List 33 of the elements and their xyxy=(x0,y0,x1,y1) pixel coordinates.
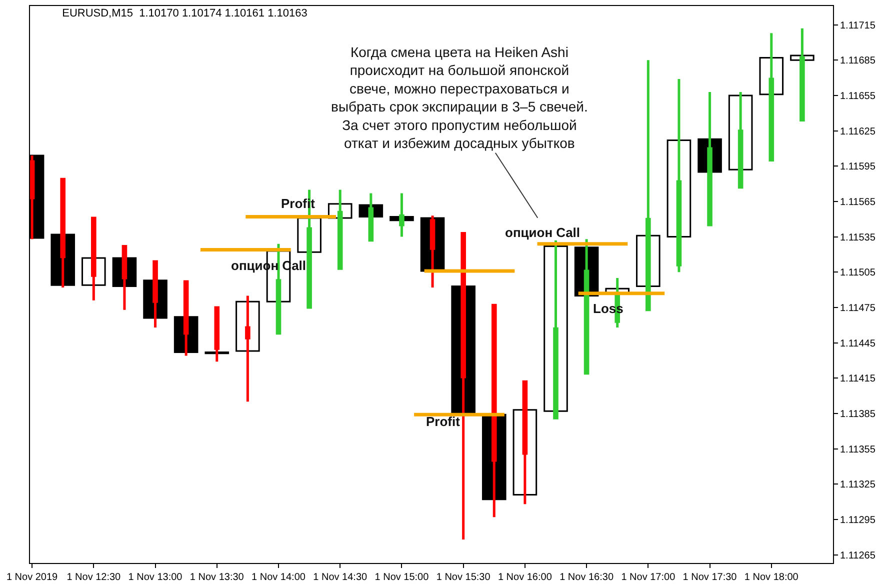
x-tick-label: 1 Nov 14:30 xyxy=(313,572,368,583)
y-tick-label: 1.11475 xyxy=(840,302,876,314)
x-tick-label: 1 Nov 15:00 xyxy=(374,572,430,583)
annotation: Когда смена цвета на Heiken Ashi происходит на большой японской свече, можно перестраховаться и выбрать срок экспирации в 3–5 свечей. За счет этого пропустим небольшой откат и избежим досадных убытков xyxy=(331,44,588,151)
y-tick-label: 1.11385 xyxy=(840,408,876,420)
y-tick-label: 1.11655 xyxy=(840,91,876,102)
chart-title: EURUSD,M15 1.10170 1.10174 1.10161 1.10163 xyxy=(62,7,308,20)
x-tick-label: 1 Nov 12:30 xyxy=(66,572,122,583)
x-tick-label: 1 Nov 14:00 xyxy=(252,572,306,583)
y-tick-label: 1.11595 xyxy=(840,162,876,173)
x-tick-label: 1 Nov 17:00 xyxy=(621,572,676,583)
y-tick-label: 1.11355 xyxy=(840,444,876,456)
x-tick-label: 1 Nov 13:30 xyxy=(190,572,244,583)
y-tick-label: 1.11505 xyxy=(840,268,876,279)
y-tick-label: 1.11565 xyxy=(840,196,876,208)
y-tick-label: 1.11715 xyxy=(840,20,876,32)
x-tick-label: 1 Nov 13:00 xyxy=(128,572,183,583)
annotation: Profit xyxy=(426,414,461,429)
y-tick-label: 1.11325 xyxy=(840,480,876,491)
x-tick-label: 1 Nov 16:00 xyxy=(498,572,552,583)
y-tick-label: 1.11415 xyxy=(840,374,876,385)
y-tick-label: 1.11265 xyxy=(840,550,876,562)
x-tick-label: 1 Nov 2019 xyxy=(6,572,58,583)
annotation: опцион Call xyxy=(505,225,580,240)
y-tick-label: 1.11625 xyxy=(840,126,876,138)
x-tick-label: 1 Nov 16:30 xyxy=(560,572,614,583)
x-tick-label: 1 Nov 18:00 xyxy=(744,572,799,583)
y-tick-label: 1.11685 xyxy=(840,56,876,67)
x-tick-label: 1 Nov 17:30 xyxy=(682,572,738,583)
y-tick-label: 1.11445 xyxy=(840,338,876,350)
y-tick-label: 1.11535 xyxy=(840,232,876,244)
y-tick-label: 1.11295 xyxy=(840,514,876,526)
x-tick-label: 1 Nov 15:30 xyxy=(436,572,491,583)
